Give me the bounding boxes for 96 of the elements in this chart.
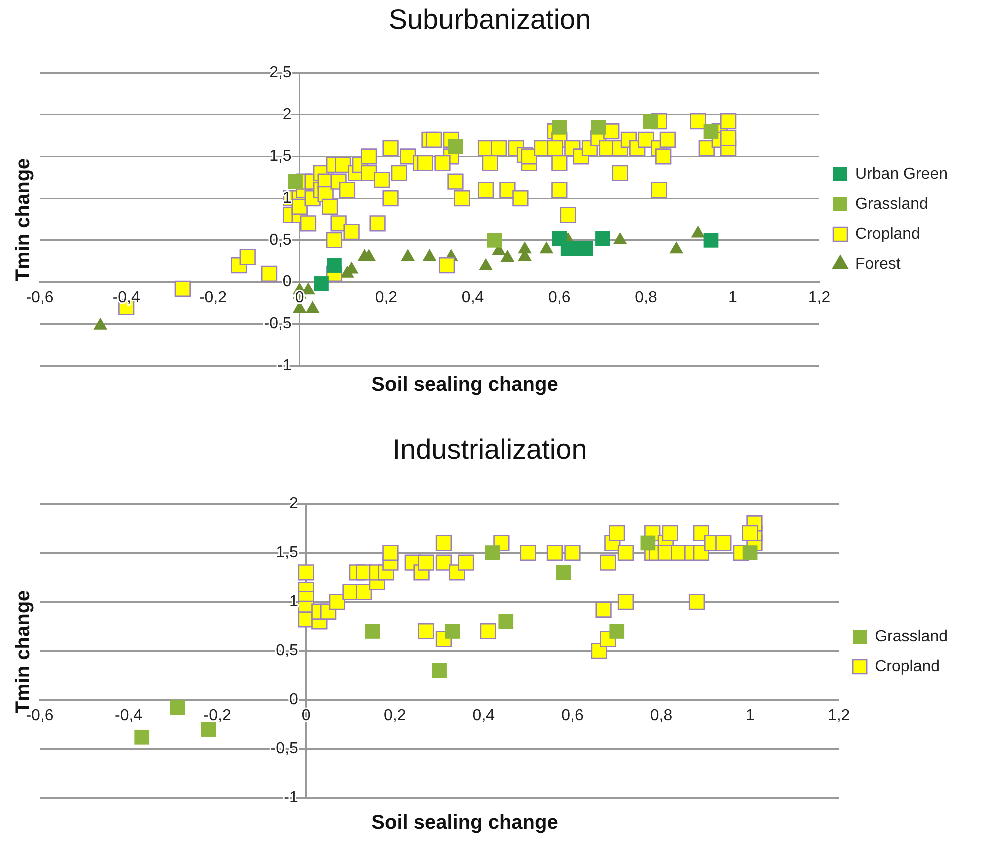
point [306, 301, 320, 314]
point [329, 594, 346, 610]
point [418, 554, 434, 571]
x-tick-label: 0,2 [384, 708, 406, 725]
legend-label: Grassland [875, 628, 948, 646]
x-tick-label: 0,2 [375, 290, 398, 307]
x-tick-label: 1,2 [828, 708, 850, 725]
legend-label: Cropland [856, 226, 920, 243]
y-tick-label: 1,5 [276, 544, 298, 562]
point [356, 584, 372, 600]
x-tick-label: 1 [728, 290, 738, 307]
point [691, 226, 706, 238]
x-tick-label: -0,2 [199, 290, 228, 307]
y-tick-label: 2,5 [270, 64, 292, 82]
y-tick-label: 0,5 [270, 232, 292, 249]
x-tick-label: 0,6 [548, 290, 571, 307]
point [436, 535, 452, 552]
point [591, 120, 606, 135]
x-tick-label: -0,2 [204, 708, 232, 725]
point [564, 544, 581, 562]
point [609, 525, 626, 542]
point [742, 546, 758, 560]
point [546, 544, 564, 562]
point [704, 124, 719, 140]
point [643, 114, 658, 129]
y-tick-label: -0,5 [264, 316, 292, 333]
point [662, 525, 678, 542]
point [401, 249, 416, 262]
point [479, 258, 493, 270]
legend-label: Forest [856, 256, 902, 273]
x-tick-label: 0,6 [562, 708, 584, 725]
y-tick-label: -1 [278, 357, 292, 374]
y-tick-label: 1 [289, 593, 298, 610]
point [500, 250, 515, 262]
point [201, 722, 216, 737]
point [688, 594, 706, 610]
point [134, 730, 150, 745]
point [170, 700, 186, 716]
point [432, 663, 447, 678]
point [498, 614, 514, 630]
point [556, 565, 572, 580]
point [742, 525, 758, 542]
x-axis-title: Soil sealing change [370, 374, 560, 397]
point [418, 623, 434, 640]
point [445, 624, 460, 639]
point [366, 624, 380, 639]
y-tick-label: 0,5 [276, 642, 298, 660]
point [422, 249, 437, 262]
y-tick-label: 0 [289, 692, 298, 709]
point [670, 242, 684, 254]
legend-label: Grassland [856, 196, 928, 213]
x-tick-label: -0,4 [114, 708, 143, 725]
point [436, 554, 452, 571]
point [610, 624, 625, 639]
x-tick-label: 1 [746, 708, 755, 725]
x-tick-label: -0,6 [26, 708, 54, 725]
chart-title: Industrialization [392, 434, 588, 466]
point [618, 594, 634, 610]
point [480, 623, 496, 640]
point [94, 318, 108, 330]
point [600, 554, 616, 571]
point [485, 546, 500, 560]
y-tick-label: 1,5 [270, 148, 292, 166]
point [458, 554, 474, 571]
x-tick-label: 0,8 [635, 290, 658, 307]
point [540, 242, 554, 254]
x-tick-label: 0,4 [462, 290, 484, 307]
y-tick-label: 0 [282, 274, 292, 291]
chart-title: Suburbanization [388, 4, 592, 36]
legend-label: Urban Green [856, 166, 948, 183]
point [716, 535, 732, 552]
point [448, 139, 464, 154]
y-tick-label: -1 [284, 790, 298, 807]
x-axis-title: Soil sealing change [370, 812, 560, 835]
x-tick-label: 0,8 [650, 708, 673, 725]
point [552, 120, 568, 135]
y-tick-label: 2 [289, 495, 298, 512]
y-axis-title: Tmin change [12, 158, 36, 282]
point [640, 536, 656, 551]
x-tick-label: -0,6 [26, 290, 54, 307]
point [298, 564, 314, 581]
point [618, 544, 634, 562]
point [382, 544, 399, 562]
x-tick-label: -0,4 [112, 290, 140, 307]
point [288, 174, 303, 190]
x-tick-label: 0 [302, 708, 311, 725]
point [613, 232, 628, 244]
x-tick-label: 1,2 [808, 290, 831, 307]
point [596, 231, 610, 246]
point [520, 544, 536, 562]
y-tick-label: 2 [282, 106, 292, 124]
legend-label: Cropland [875, 658, 940, 676]
point [362, 249, 376, 262]
x-tick-label: 0,4 [472, 708, 496, 725]
y-tick-label: -0,5 [270, 740, 298, 758]
point [596, 602, 612, 618]
